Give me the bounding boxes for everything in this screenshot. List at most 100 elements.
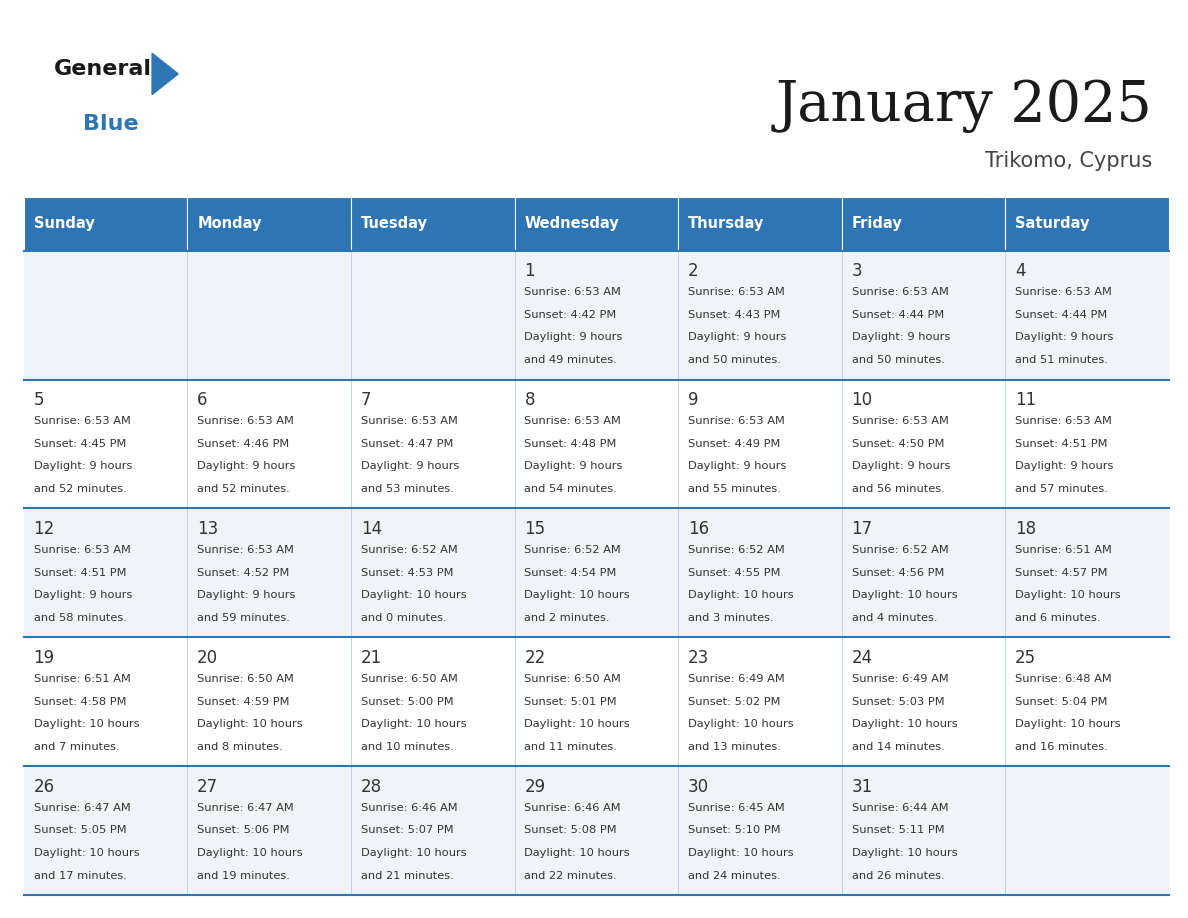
Bar bbox=[678, 251, 842, 379]
Text: Sunset: 4:50 PM: Sunset: 4:50 PM bbox=[852, 439, 944, 449]
Text: Sunset: 4:45 PM: Sunset: 4:45 PM bbox=[33, 439, 126, 449]
Bar bbox=[188, 637, 350, 767]
Text: Sunrise: 6:53 AM: Sunrise: 6:53 AM bbox=[524, 416, 621, 426]
Text: Sunrise: 6:47 AM: Sunrise: 6:47 AM bbox=[33, 803, 131, 813]
Text: Sunrise: 6:52 AM: Sunrise: 6:52 AM bbox=[361, 545, 457, 555]
Text: Daylight: 10 hours: Daylight: 10 hours bbox=[688, 719, 794, 729]
Text: Daylight: 10 hours: Daylight: 10 hours bbox=[197, 719, 303, 729]
Text: Sunset: 4:53 PM: Sunset: 4:53 PM bbox=[361, 567, 454, 577]
Text: Tuesday: Tuesday bbox=[361, 217, 428, 231]
Bar bbox=[1005, 637, 1169, 767]
Text: and 4 minutes.: and 4 minutes. bbox=[852, 613, 937, 622]
Text: Sunrise: 6:50 AM: Sunrise: 6:50 AM bbox=[361, 674, 457, 684]
Text: 13: 13 bbox=[197, 520, 219, 538]
Text: Daylight: 9 hours: Daylight: 9 hours bbox=[688, 462, 786, 471]
Text: Daylight: 10 hours: Daylight: 10 hours bbox=[688, 590, 794, 600]
Text: Daylight: 10 hours: Daylight: 10 hours bbox=[1016, 590, 1120, 600]
Text: and 11 minutes.: and 11 minutes. bbox=[524, 742, 618, 752]
Text: 20: 20 bbox=[197, 649, 219, 666]
Text: Sunset: 5:05 PM: Sunset: 5:05 PM bbox=[33, 825, 126, 835]
Bar bbox=[842, 509, 1005, 637]
Bar bbox=[188, 767, 350, 895]
Text: Daylight: 9 hours: Daylight: 9 hours bbox=[33, 462, 132, 471]
Text: 14: 14 bbox=[361, 520, 381, 538]
Text: 26: 26 bbox=[33, 778, 55, 796]
Bar bbox=[514, 379, 678, 509]
Text: 21: 21 bbox=[361, 649, 383, 666]
Text: 17: 17 bbox=[852, 520, 873, 538]
Text: Daylight: 10 hours: Daylight: 10 hours bbox=[1016, 719, 1120, 729]
Text: Sunset: 4:46 PM: Sunset: 4:46 PM bbox=[197, 439, 290, 449]
Text: Sunrise: 6:52 AM: Sunrise: 6:52 AM bbox=[852, 545, 948, 555]
Text: Daylight: 10 hours: Daylight: 10 hours bbox=[33, 848, 139, 858]
Text: Daylight: 9 hours: Daylight: 9 hours bbox=[197, 462, 296, 471]
Bar bbox=[24, 509, 188, 637]
Bar bbox=[188, 251, 350, 379]
Text: Daylight: 9 hours: Daylight: 9 hours bbox=[524, 462, 623, 471]
Text: 15: 15 bbox=[524, 520, 545, 538]
Text: Sunrise: 6:48 AM: Sunrise: 6:48 AM bbox=[1016, 674, 1112, 684]
Bar bbox=[1005, 197, 1169, 251]
Text: Sunrise: 6:53 AM: Sunrise: 6:53 AM bbox=[852, 416, 948, 426]
Text: 29: 29 bbox=[524, 778, 545, 796]
Text: 18: 18 bbox=[1016, 520, 1036, 538]
Bar bbox=[678, 637, 842, 767]
Text: Sunrise: 6:52 AM: Sunrise: 6:52 AM bbox=[524, 545, 621, 555]
Text: Daylight: 9 hours: Daylight: 9 hours bbox=[688, 332, 786, 342]
Bar bbox=[1005, 251, 1169, 379]
Text: Sunset: 4:51 PM: Sunset: 4:51 PM bbox=[33, 567, 126, 577]
Text: and 49 minutes.: and 49 minutes. bbox=[524, 355, 617, 365]
Text: Daylight: 10 hours: Daylight: 10 hours bbox=[524, 590, 630, 600]
Text: Blue: Blue bbox=[83, 114, 139, 134]
Polygon shape bbox=[152, 53, 178, 95]
Text: Sunrise: 6:53 AM: Sunrise: 6:53 AM bbox=[361, 416, 457, 426]
Text: Sunrise: 6:52 AM: Sunrise: 6:52 AM bbox=[688, 545, 785, 555]
Text: 9: 9 bbox=[688, 391, 699, 409]
Bar bbox=[678, 197, 842, 251]
Text: and 8 minutes.: and 8 minutes. bbox=[197, 742, 283, 752]
Text: and 54 minutes.: and 54 minutes. bbox=[524, 484, 617, 494]
Text: Monday: Monday bbox=[197, 217, 261, 231]
Text: 5: 5 bbox=[33, 391, 44, 409]
Text: 31: 31 bbox=[852, 778, 873, 796]
Bar bbox=[842, 767, 1005, 895]
Bar bbox=[1005, 379, 1169, 509]
Text: Daylight: 9 hours: Daylight: 9 hours bbox=[524, 332, 623, 342]
Text: 19: 19 bbox=[33, 649, 55, 666]
Bar bbox=[24, 197, 188, 251]
Text: Sunrise: 6:53 AM: Sunrise: 6:53 AM bbox=[33, 545, 131, 555]
Text: Sunrise: 6:53 AM: Sunrise: 6:53 AM bbox=[197, 545, 295, 555]
Text: and 26 minutes.: and 26 minutes. bbox=[852, 870, 944, 880]
Text: Sunrise: 6:44 AM: Sunrise: 6:44 AM bbox=[852, 803, 948, 813]
Text: Sunset: 4:57 PM: Sunset: 4:57 PM bbox=[1016, 567, 1107, 577]
Text: and 52 minutes.: and 52 minutes. bbox=[33, 484, 126, 494]
Text: Sunset: 4:56 PM: Sunset: 4:56 PM bbox=[852, 567, 944, 577]
Text: Sunrise: 6:49 AM: Sunrise: 6:49 AM bbox=[688, 674, 785, 684]
Text: Sunrise: 6:51 AM: Sunrise: 6:51 AM bbox=[33, 674, 131, 684]
Bar bbox=[514, 251, 678, 379]
Text: and 10 minutes.: and 10 minutes. bbox=[361, 742, 454, 752]
Text: and 21 minutes.: and 21 minutes. bbox=[361, 870, 454, 880]
Text: and 58 minutes.: and 58 minutes. bbox=[33, 613, 126, 622]
Text: Daylight: 9 hours: Daylight: 9 hours bbox=[1016, 332, 1113, 342]
Text: 1: 1 bbox=[524, 263, 535, 280]
Text: Daylight: 9 hours: Daylight: 9 hours bbox=[33, 590, 132, 600]
Text: Sunset: 4:44 PM: Sunset: 4:44 PM bbox=[852, 310, 943, 319]
Text: Sunrise: 6:45 AM: Sunrise: 6:45 AM bbox=[688, 803, 785, 813]
Bar bbox=[350, 767, 514, 895]
Text: Sunset: 4:47 PM: Sunset: 4:47 PM bbox=[361, 439, 453, 449]
Text: Sunrise: 6:51 AM: Sunrise: 6:51 AM bbox=[1016, 545, 1112, 555]
Text: and 22 minutes.: and 22 minutes. bbox=[524, 870, 617, 880]
Text: Sunset: 4:49 PM: Sunset: 4:49 PM bbox=[688, 439, 781, 449]
Bar bbox=[24, 379, 188, 509]
Text: Thursday: Thursday bbox=[688, 217, 764, 231]
Text: Sunset: 4:52 PM: Sunset: 4:52 PM bbox=[197, 567, 290, 577]
Bar bbox=[1005, 767, 1169, 895]
Text: General: General bbox=[53, 59, 151, 79]
Text: Daylight: 10 hours: Daylight: 10 hours bbox=[197, 848, 303, 858]
Text: 25: 25 bbox=[1016, 649, 1036, 666]
Text: Sunset: 5:10 PM: Sunset: 5:10 PM bbox=[688, 825, 781, 835]
Text: Daylight: 9 hours: Daylight: 9 hours bbox=[852, 462, 950, 471]
Text: Daylight: 10 hours: Daylight: 10 hours bbox=[33, 719, 139, 729]
Text: Sunset: 5:02 PM: Sunset: 5:02 PM bbox=[688, 697, 781, 707]
